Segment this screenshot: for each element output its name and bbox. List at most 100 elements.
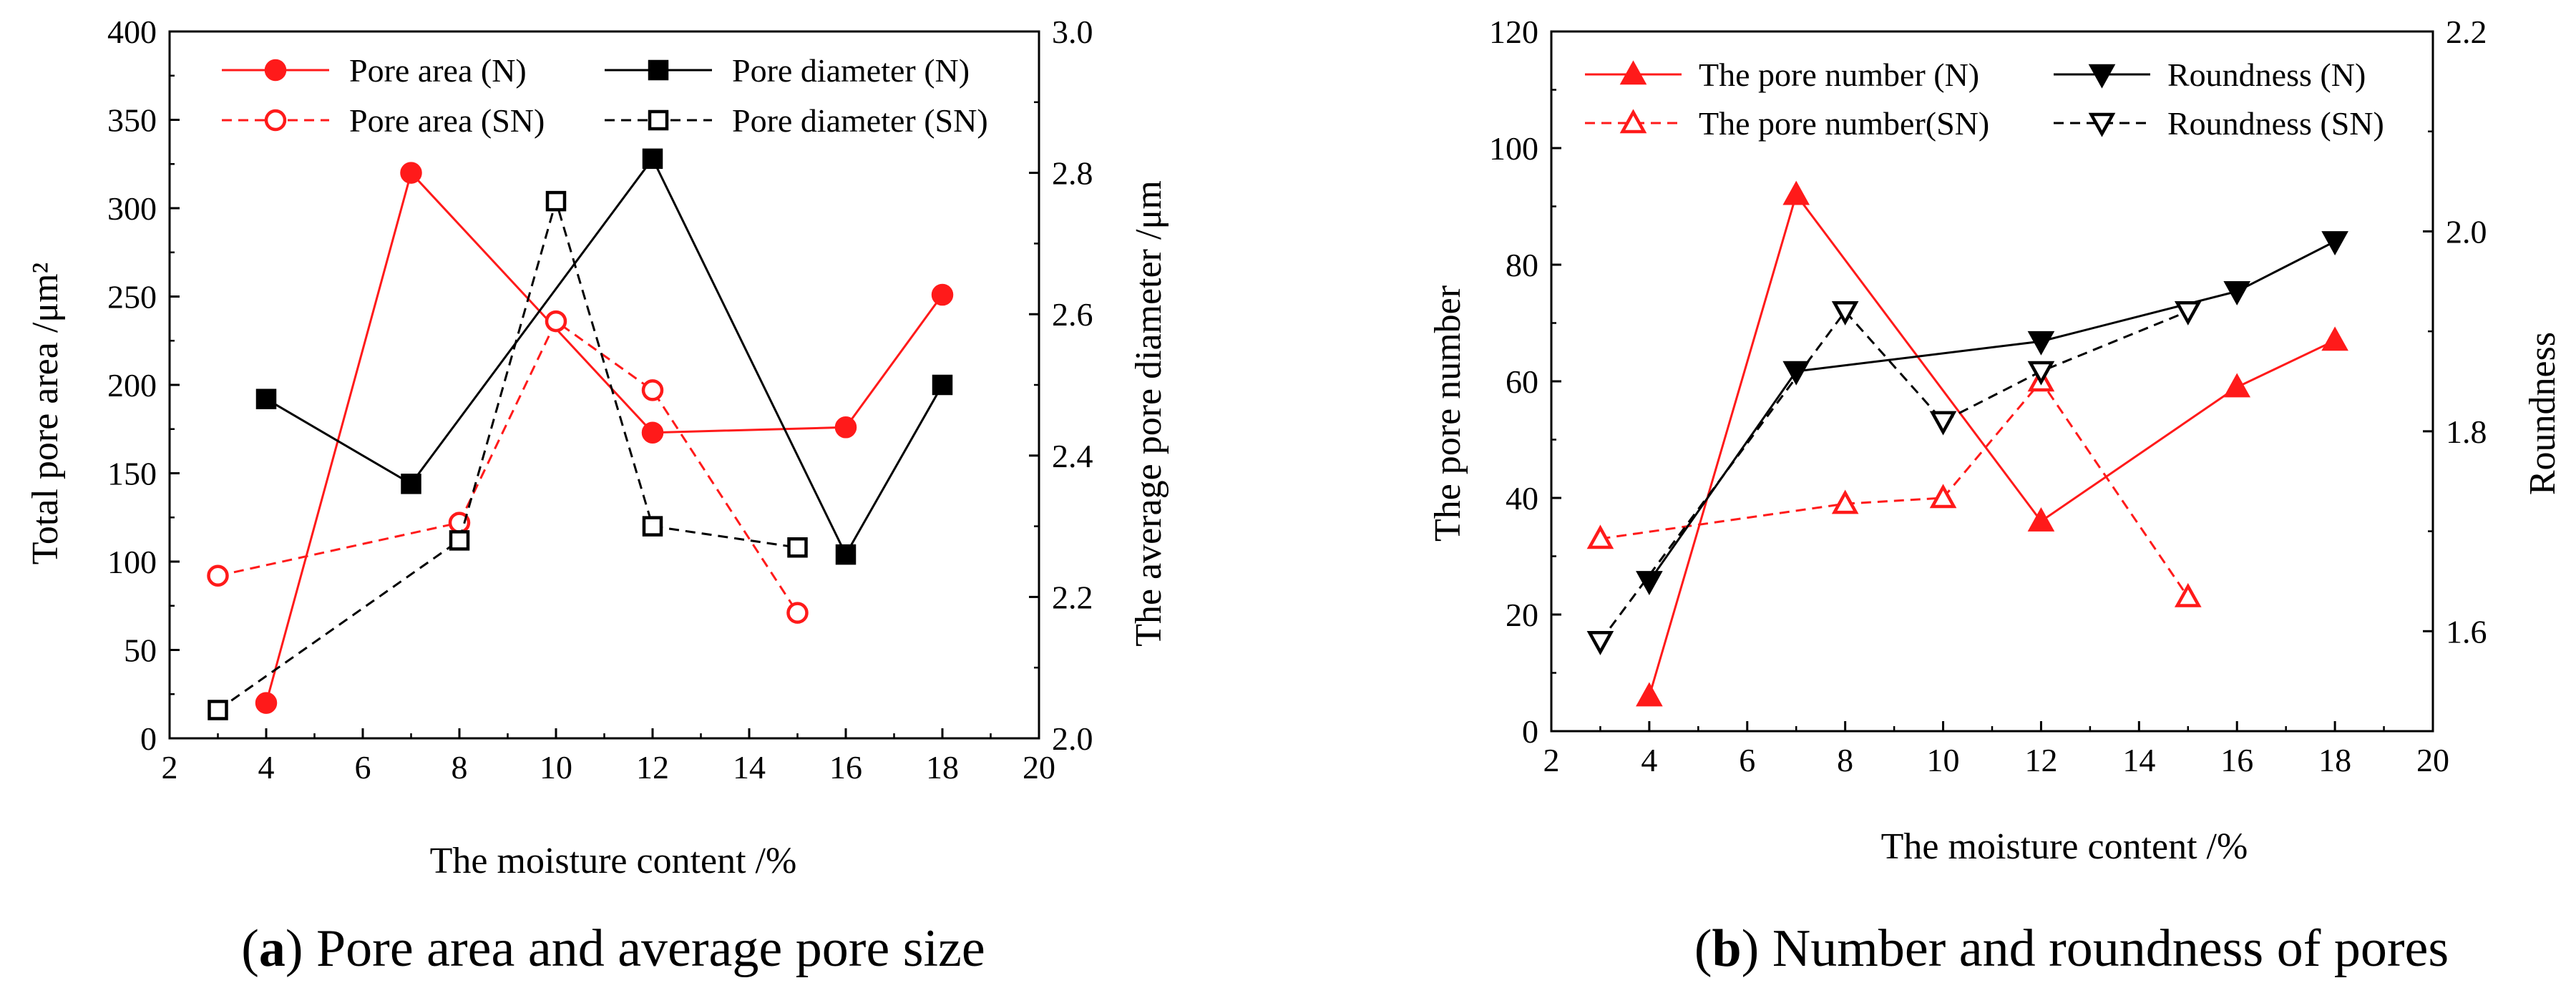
panel-b-x-tick-label: 14 bbox=[2122, 742, 2155, 778]
panel-b-legend-marker-the-pore-number-n bbox=[1619, 60, 1647, 85]
panel-a-x-tick-label: 8 bbox=[452, 749, 468, 786]
panel-b-x-tick-label: 18 bbox=[2318, 742, 2351, 778]
panel-b-right-tick-label: 1.8 bbox=[2446, 414, 2487, 450]
panel-a-point-pore-area-n bbox=[834, 416, 857, 439]
panel-a-legend-marker-pore-area-sn bbox=[264, 109, 287, 132]
panel-b-point-roundness-n bbox=[1636, 571, 1663, 596]
panel-b-left-tick-label: 20 bbox=[1506, 597, 1538, 633]
panel-a-x-tick-label: 6 bbox=[355, 749, 371, 786]
panel-a-legend-label-pore-diameter-n: Pore diameter (N) bbox=[732, 52, 970, 89]
panel-a-legend-label-pore-area-sn: Pore area (SN) bbox=[349, 102, 545, 139]
panel-a-right-tick-label: 3.0 bbox=[1052, 14, 1093, 50]
panel-a-point-pore-diameter-n bbox=[642, 148, 663, 170]
panel-a-legend-label-pore-area-n: Pore area (N) bbox=[349, 52, 527, 89]
panel-a-point-pore-diameter-n bbox=[401, 474, 421, 494]
panel-a-caption-text: Pore area and average pore size bbox=[303, 919, 985, 978]
panel-b-point-roundness-sn bbox=[2174, 300, 2202, 326]
panel-a-x-tick-label: 14 bbox=[733, 749, 766, 786]
panel-a-x-tick-label: 20 bbox=[1023, 749, 1055, 786]
panel-a-point-pore-area-n bbox=[931, 283, 954, 306]
panel-a-point-pore-diameter-sn bbox=[208, 700, 228, 720]
panel-b-point-the-pore-number-n bbox=[2223, 373, 2251, 398]
panel-a-left-axis-title: Total pore area /μm² bbox=[25, 263, 66, 564]
panel-b-right-tick-label: 2.0 bbox=[2446, 213, 2487, 250]
panel-a-x-tick-label: 16 bbox=[829, 749, 862, 786]
panel-b-legend-marker-the-pore-number-sn bbox=[1619, 109, 1647, 134]
panel-a-left-tick-label: 200 bbox=[107, 367, 157, 403]
panel-b-point-roundness-sn bbox=[1831, 300, 1859, 326]
panel-a-legend-marker-pore-diameter-n bbox=[648, 59, 669, 81]
panel-a-left-tick-label: 300 bbox=[107, 190, 157, 227]
panel-b-series-line-the-pore-number-n bbox=[1648, 192, 2336, 697]
panel-a-left-tick-label: 100 bbox=[107, 544, 157, 580]
panel-b-point-roundness-sn bbox=[2027, 361, 2055, 386]
panel-a-x-tick-label: 18 bbox=[926, 749, 959, 786]
panel-a-point-pore-diameter-n bbox=[932, 374, 953, 396]
panel-b-legend-label-roundness-sn: Roundness (SN) bbox=[2167, 105, 2384, 142]
panel-b-left-tick-label: 0 bbox=[1522, 713, 1538, 750]
panel-a-point-pore-area-sn bbox=[207, 564, 229, 587]
panel-b-x-tick-label: 12 bbox=[2024, 742, 2057, 778]
panel-b-point-roundness-n bbox=[2027, 331, 2055, 356]
panel-a-point-pore-area-n bbox=[641, 421, 664, 444]
panel-b-right-tick-label: 2.2 bbox=[2446, 14, 2487, 50]
panel-b-left-tick-label: 60 bbox=[1506, 363, 1538, 400]
panel-a-point-pore-area-sn bbox=[641, 379, 664, 401]
panel-a-left-tick-label: 0 bbox=[140, 720, 157, 757]
panel-b-x-axis-title: The moisture content /% bbox=[1881, 826, 2248, 867]
panel-a-point-pore-area-sn bbox=[545, 310, 567, 333]
panel-b-series-line-roundness-sn bbox=[1599, 309, 2189, 642]
panel-b-point-roundness-n bbox=[1782, 361, 1810, 386]
panel-a-point-pore-area-n bbox=[255, 692, 278, 714]
panel-b-point-roundness-n bbox=[2321, 231, 2348, 256]
panel-a-series-line-pore-area-sn bbox=[218, 319, 799, 614]
panel-b-caption: (b) Number and roundness of pores bbox=[1694, 919, 2449, 978]
panel-b-point-the-pore-number-n bbox=[2027, 507, 2055, 532]
panel-b-left-tick-label: 100 bbox=[1489, 130, 1538, 167]
panel-b-x-tick-label: 8 bbox=[1837, 742, 1853, 778]
panel-b-point-the-pore-number-n bbox=[1782, 180, 1810, 205]
panel-b-legend-label-roundness-n: Roundness (N) bbox=[2167, 57, 2366, 93]
panel-a-legend-marker-pore-diameter-sn bbox=[648, 109, 669, 131]
panel-b-x-tick-label: 16 bbox=[2220, 742, 2253, 778]
panel-b-chart: 2 4 6 8 10 12 14 16 18 20 0 20 40 60 80 100 120 1.6 1.8 2.0… bbox=[1428, 14, 2563, 867]
panel-a-legend-marker-pore-area-n bbox=[264, 59, 287, 82]
panel-a-point-pore-area-n bbox=[400, 162, 422, 184]
panel-a-right-tick-label: 2.4 bbox=[1052, 438, 1093, 474]
panel-a-right-tick-label: 2.8 bbox=[1052, 155, 1093, 192]
panel-b-left-tick-label: 80 bbox=[1506, 247, 1538, 283]
panel-a-right-tick-label: 2.6 bbox=[1052, 296, 1093, 333]
panel-b-x-tick-label: 4 bbox=[1641, 742, 1657, 778]
panel-b-legend-marker-roundness-sn bbox=[2088, 112, 2116, 137]
panel-a-point-pore-diameter-sn bbox=[787, 537, 808, 558]
panel-a-x-tick-label: 4 bbox=[258, 749, 275, 786]
panel-a-chart: 2 4 6 8 10 12 14 16 18 20050100150200250300350400… bbox=[25, 14, 1169, 881]
panel-b-x-tick-label: 20 bbox=[2416, 742, 2449, 778]
panel-a-x-axis-title: The moisture content /% bbox=[430, 841, 797, 881]
panel-b-x-tick-label: 2 bbox=[1543, 742, 1560, 778]
panel-b-point-the-pore-number-sn bbox=[2174, 582, 2202, 607]
panel-a-series-line-pore-area-n bbox=[265, 170, 944, 703]
panel-a-right-tick-label: 2.2 bbox=[1052, 579, 1093, 615]
panel-a-x-tick-label: 12 bbox=[636, 749, 669, 786]
panel-a-point-pore-diameter-n bbox=[835, 544, 857, 565]
panel-b-series-line-the-pore-number-sn bbox=[1600, 379, 2190, 598]
panel-a-point-pore-diameter-sn bbox=[545, 190, 567, 212]
panel-b-point-roundness-n bbox=[2223, 281, 2251, 305]
panel-a-left-tick-label: 250 bbox=[107, 279, 157, 315]
panel-a-caption-letter: a bbox=[259, 919, 286, 978]
panel-a-left-tick-label: 400 bbox=[107, 14, 157, 50]
panel-a-point-pore-area-sn bbox=[786, 602, 809, 624]
panel-b-point-the-pore-number-sn bbox=[1929, 484, 1957, 509]
panel-b-caption-text: Number and roundness of pores bbox=[1759, 919, 2449, 978]
panel-a-left-tick-label: 350 bbox=[107, 102, 157, 139]
panel-b-point-the-pore-number-n bbox=[1636, 682, 1663, 707]
panel-a-left-tick-label: 50 bbox=[124, 632, 157, 669]
panel-b-caption-letter: b bbox=[1712, 919, 1742, 978]
panel-a-x-tick-label: 10 bbox=[540, 749, 572, 786]
panel-a-legend-label-pore-diameter-sn: Pore diameter (SN) bbox=[732, 102, 988, 139]
panel-a-point-pore-diameter-n bbox=[255, 388, 277, 410]
panel-b-x-tick-label: 6 bbox=[1739, 742, 1755, 778]
panel-a-caption: (a) Pore area and average pore size bbox=[241, 919, 985, 978]
